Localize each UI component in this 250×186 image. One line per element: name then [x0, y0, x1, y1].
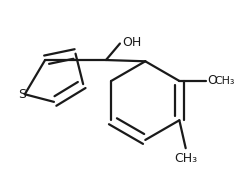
- Text: S: S: [18, 88, 26, 101]
- Text: OH: OH: [122, 36, 141, 49]
- Text: CH₃: CH₃: [174, 152, 197, 165]
- Text: O: O: [207, 74, 217, 87]
- Text: CH₃: CH₃: [214, 76, 235, 86]
